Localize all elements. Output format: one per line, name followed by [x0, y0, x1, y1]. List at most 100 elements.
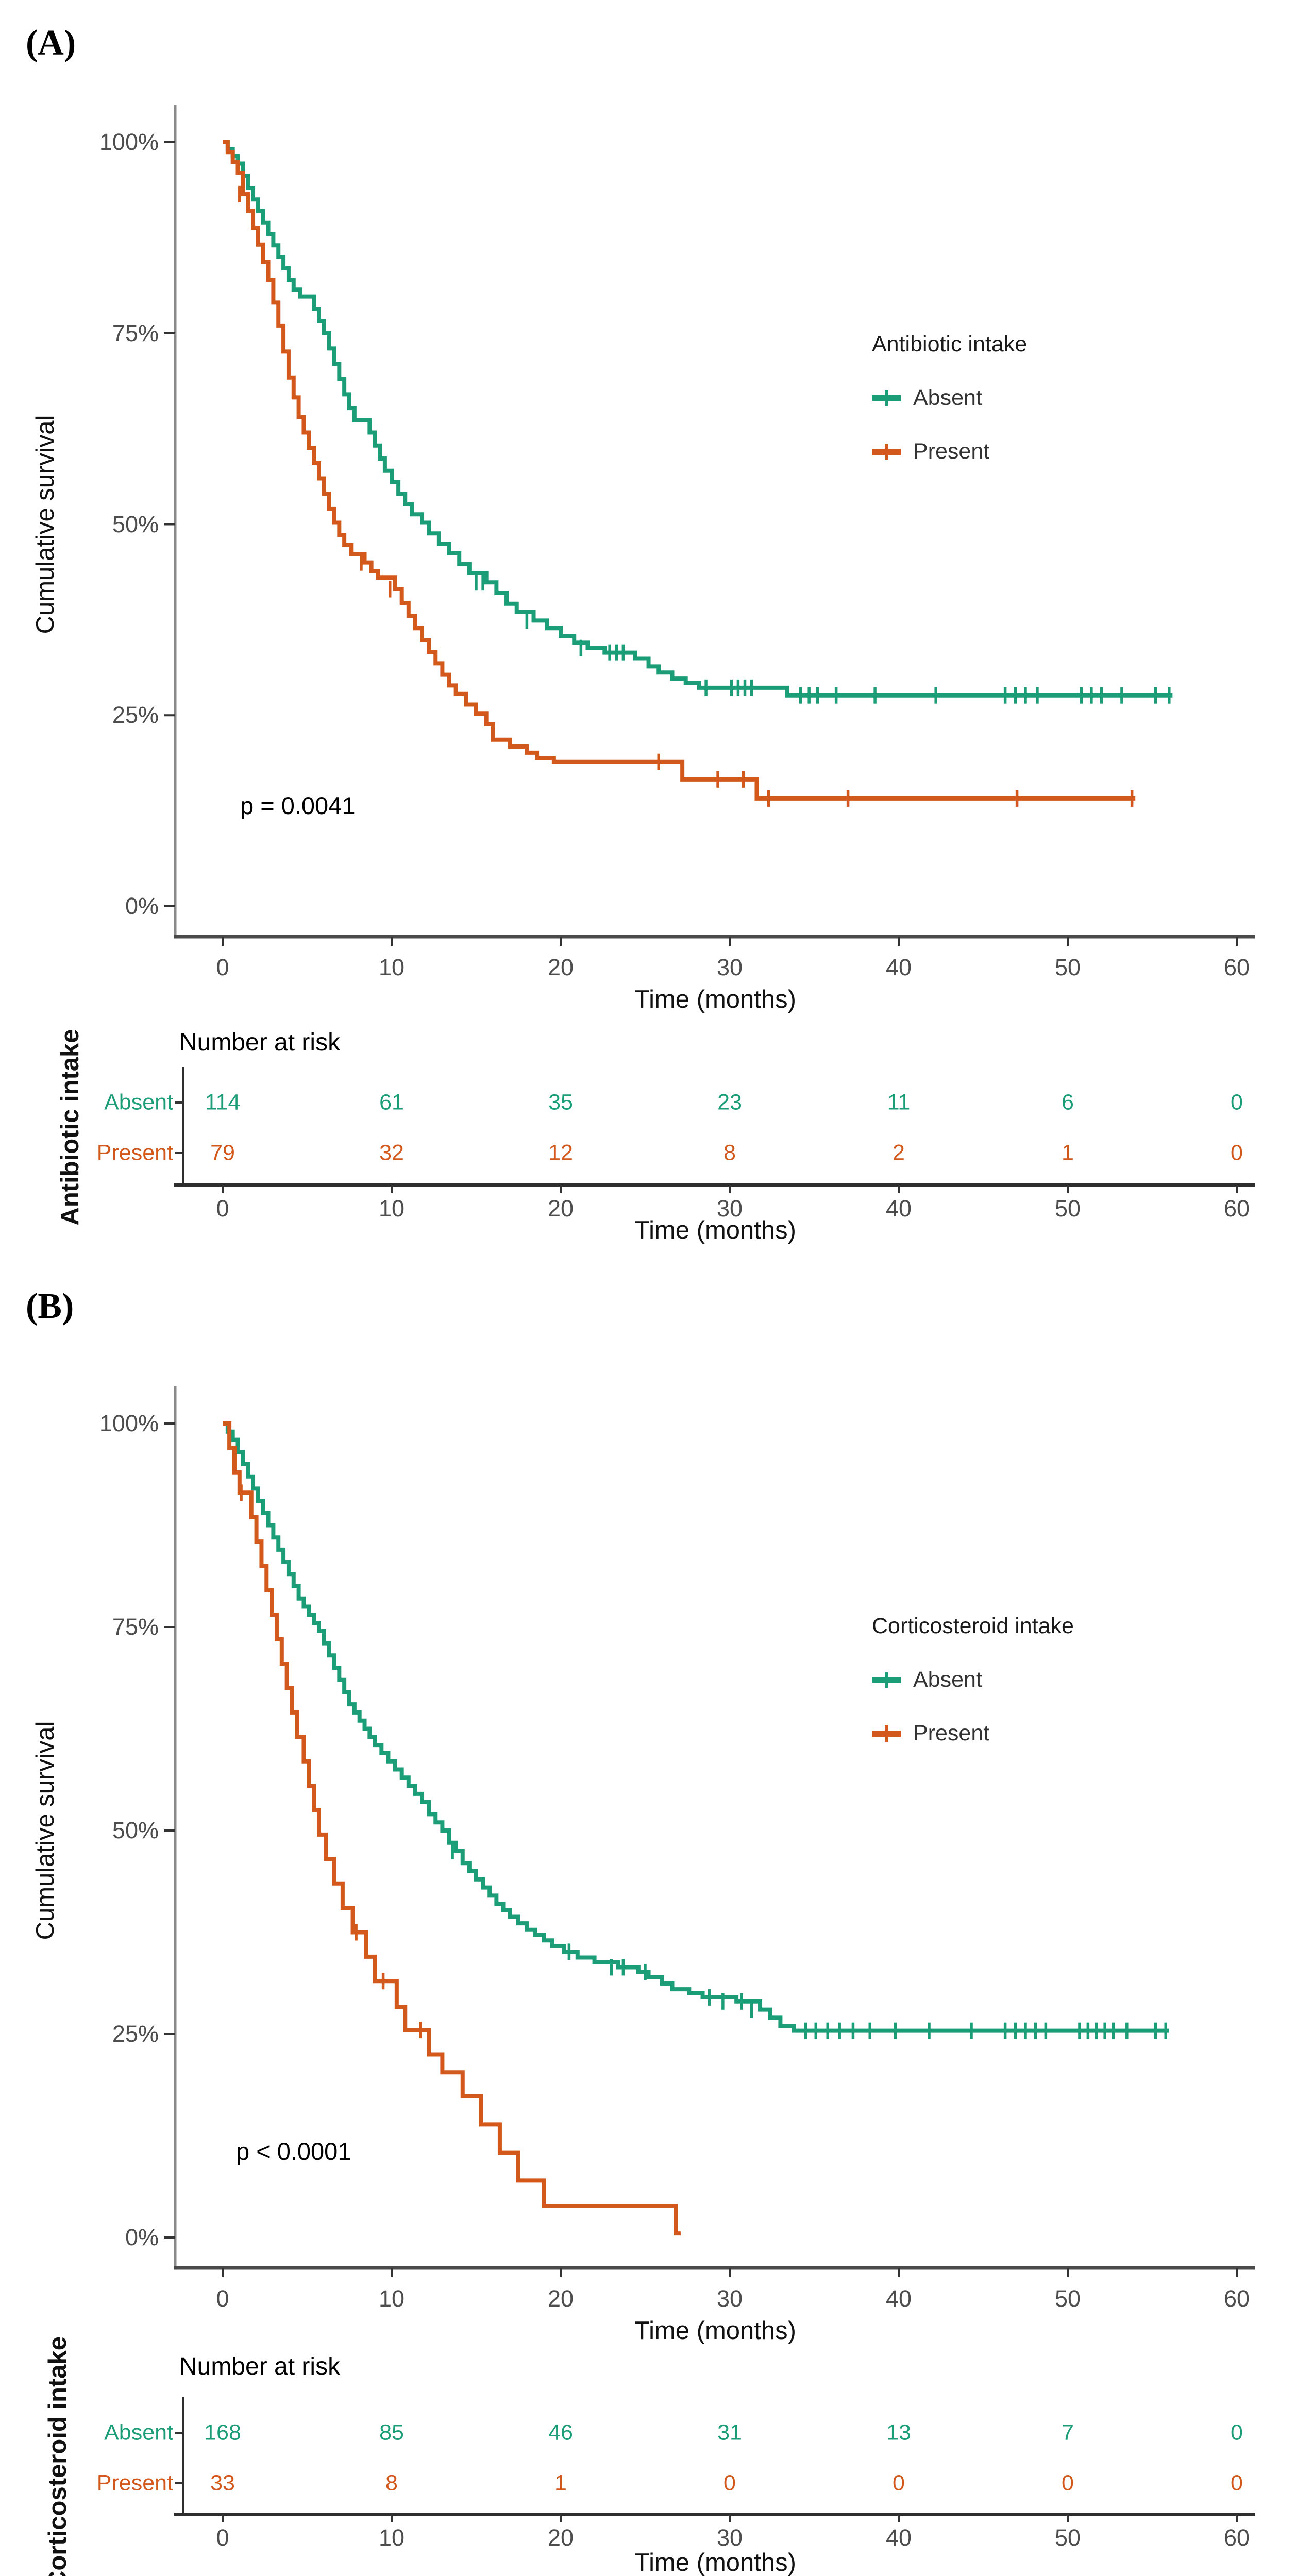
panel-a-x-tick-label: 0	[216, 954, 229, 980]
panel-b-risk-x-axis-title: Time (months)	[634, 2549, 797, 2576]
panel-b-legend-item-present: Present	[872, 1721, 989, 1746]
panel-a-risk-count-absent: 11	[887, 1090, 911, 1115]
panel-b-y-axis-title: Cumulative survival	[31, 1721, 59, 1940]
panel-b-curve-present	[223, 1421, 681, 2236]
panel-a-x-tick-label: 60	[1223, 954, 1250, 980]
legend-item-label: Absent	[913, 385, 982, 410]
panel-b-risk-row-label-absent: Absent	[104, 2420, 173, 2445]
panel-b-risk-count-present: 8	[385, 2470, 398, 2496]
panel-a-risk-count-present: 79	[210, 1140, 235, 1165]
panel-a-x-tick-label: 10	[378, 954, 405, 980]
panel-a-label: (A)	[26, 23, 76, 63]
panel-a-risk-x-tick-label: 30	[716, 1195, 743, 1222]
panel-a-y-tick-label: 100%	[99, 129, 159, 155]
panel-a-risk-x-tick-label: 10	[378, 1195, 405, 1222]
panel-b-y-tick-label: 50%	[112, 1817, 159, 1843]
panel-b-risk-x-tick-label: 40	[885, 2524, 912, 2551]
panel-b-curve-absent	[223, 1421, 1169, 2033]
panel-b-risk-count-present: 0	[723, 2470, 736, 2496]
panel-b-risk-x-tick-label: 0	[216, 2524, 229, 2551]
panel-b-risk-table-title: Number at risk	[179, 2353, 341, 2380]
panel-a-risk-count-absent: 114	[205, 1090, 241, 1115]
panel-a-p-value: p = 0.0041	[240, 792, 356, 819]
panel-a-risk-side-label: Antibiotic intake	[56, 1029, 84, 1226]
panel-a-risk-x-tick-label: 60	[1223, 1195, 1250, 1222]
panel-a-curve-absent	[223, 140, 1173, 698]
panel-a-legend-item-absent: Absent	[872, 385, 982, 411]
panel-b-p-value: p < 0.0001	[236, 2138, 351, 2165]
panel-b-x-tick-label: 30	[716, 2285, 743, 2312]
panel-b-x-tick-label: 10	[378, 2285, 405, 2312]
panel-a-y-tick-label: 0%	[125, 893, 159, 919]
panel-b-risk-count-absent: 0	[1231, 2420, 1243, 2445]
panel-b-risk-count-present: 0	[1231, 2470, 1243, 2496]
panel-b-risk-x-tick-label: 10	[378, 2524, 405, 2551]
panel-b-risk-count-absent: 7	[1062, 2420, 1074, 2445]
panel-a-legend-item-present: Present	[872, 439, 989, 464]
panel-b-y-tick-label: 0%	[125, 2224, 159, 2250]
panel-a-risk-count-present: 8	[723, 1140, 736, 1165]
panel-b-risk-x-tick-label: 50	[1054, 2524, 1081, 2551]
panel-a-x-tick-label: 50	[1054, 954, 1081, 980]
panel-b-x-tick-label: 20	[547, 2285, 574, 2312]
panel-b-risk-count-absent: 85	[379, 2420, 404, 2445]
panel-a-x-axis-title: Time (months)	[634, 986, 797, 1013]
legend-key-plus-icon	[872, 389, 901, 406]
legend-item-label: Absent	[913, 1667, 982, 1692]
panel-b-risk-count-absent: 13	[886, 2420, 911, 2445]
panel-b-legend-item-absent: Absent	[872, 1667, 982, 1692]
panel-b-x-tick-label: 50	[1054, 2285, 1081, 2312]
panel-a-risk-x-tick-label: 50	[1054, 1195, 1081, 1222]
panel-b-risk-count-absent: 168	[204, 2420, 241, 2445]
panel-a-risk-count-absent: 6	[1062, 1090, 1074, 1115]
panel-a-risk-x-tick-label: 20	[547, 1195, 574, 1222]
panel-a-curve-present	[223, 140, 1136, 801]
panel-a-x-tick-label: 30	[716, 954, 743, 980]
panel-a-y-tick-label: 50%	[112, 511, 159, 537]
panel-a-legend-title: Antibiotic intake	[872, 332, 1028, 357]
panel-a-y-axis-title: Cumulative survival	[31, 415, 59, 634]
panel-b-risk-row-label-present: Present	[96, 2470, 173, 2496]
panel-b-risk-count-absent: 46	[548, 2420, 573, 2445]
panel-b-x-axis-title: Time (months)	[634, 2317, 797, 2345]
panel-b-risk-side-label: Corticosteroid intake	[44, 2336, 72, 2576]
panel-b-risk-count-present: 0	[893, 2470, 905, 2496]
legend-key-plus-icon	[872, 1671, 901, 1688]
panel-a-risk-x-tick-label: 0	[216, 1195, 229, 1222]
panel-b-legend-title: Corticosteroid intake	[872, 1614, 1074, 1638]
legend-key-plus-icon	[872, 443, 901, 460]
panel-a-risk-count-present: 0	[1231, 1140, 1243, 1165]
panel-b-risk-x-tick-label: 30	[716, 2524, 743, 2551]
panel-a-risk-x-tick-label: 40	[885, 1195, 912, 1222]
panel-a-y-tick-label: 75%	[112, 319, 159, 346]
panel-a-y-tick-label: 25%	[112, 702, 159, 728]
panel-a-x-tick-label: 40	[885, 954, 912, 980]
panel-b-risk-x-tick-label: 60	[1223, 2524, 1250, 2551]
panel-b-label: (B)	[26, 1286, 74, 1326]
panel-a-risk-count-present: 2	[893, 1140, 905, 1165]
panel-a-x-tick-label: 20	[547, 954, 574, 980]
panel-b-y-tick-label: 25%	[112, 2021, 159, 2047]
panel-a-risk-count-present: 12	[548, 1140, 573, 1165]
panel-b-x-tick-label: 40	[885, 2285, 912, 2312]
panel-a-risk-x-axis-title: Time (months)	[634, 1216, 797, 1244]
panel-a-risk-count-absent: 35	[548, 1090, 573, 1115]
legend-key-plus-icon	[872, 1725, 901, 1742]
legend-item-label: Present	[913, 1721, 990, 1745]
panel-b-y-tick-label: 75%	[112, 1614, 159, 1640]
panel-b-risk-x-tick-label: 20	[547, 2524, 574, 2551]
panel-a-risk-table-title: Number at risk	[179, 1029, 341, 1056]
panel-b-risk-count-present: 1	[554, 2470, 567, 2496]
panel-a-risk-count-present: 1	[1062, 1140, 1074, 1165]
panel-a-risk-row-label-present: Present	[96, 1140, 173, 1165]
panel-b-risk-count-present: 33	[210, 2470, 235, 2496]
panel-b-risk-count-present: 0	[1062, 2470, 1074, 2496]
panel-b-x-tick-label: 0	[216, 2285, 229, 2312]
panel-b-risk-count-absent: 31	[717, 2420, 742, 2445]
panel-a-risk-count-absent: 23	[717, 1090, 742, 1115]
panel-a-risk-count-absent: 61	[379, 1090, 404, 1115]
panel-b-y-tick-label: 100%	[99, 1410, 159, 1436]
legend-item-label: Present	[913, 439, 990, 464]
